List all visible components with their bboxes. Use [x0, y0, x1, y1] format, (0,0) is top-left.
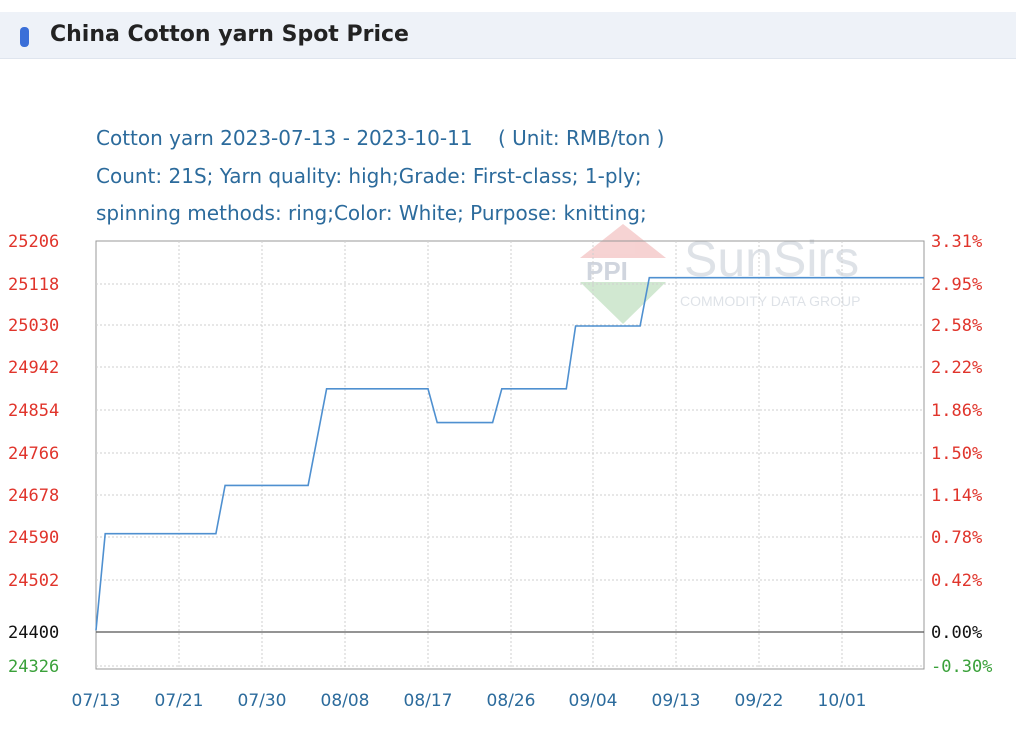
y-tick-label-left: 24854 [8, 401, 59, 421]
axis-labels: 25206 25118 25030 24942 24854 24766 24678 24590… [8, 232, 992, 711]
x-tick-label: 08/26 [487, 691, 536, 711]
y-tick-label-left: 24326 [8, 657, 59, 677]
y-tick-label-left: 24590 [8, 528, 59, 548]
y-tick-label-right: 1.50% [931, 444, 982, 464]
y-tick-label-left: 24678 [8, 486, 59, 506]
watermark-brand: SunSirs [684, 231, 859, 287]
x-tick-label: 08/17 [404, 691, 453, 711]
x-tick-label: 10/01 [818, 691, 867, 711]
y-tick-label-left: 24400 [8, 623, 59, 643]
y-tick-label-right: -0.30% [931, 657, 992, 677]
x-tick-label: 07/21 [155, 691, 204, 711]
y-tick-label-right: 3.31% [931, 232, 982, 252]
watermark-logo: PPI SunSirs COMMODITY DATA GROUP [580, 224, 860, 324]
y-tick-label-left: 24502 [8, 571, 59, 591]
y-tick-label-left: 24766 [8, 444, 59, 464]
y-tick-label-right: 1.14% [931, 486, 982, 506]
watermark-base [580, 282, 666, 324]
chart-subtitle-method: spinning methods: ring;Color: White; Pur… [96, 201, 647, 225]
x-tick-label: 07/30 [238, 691, 287, 711]
x-tick-label: 09/04 [569, 691, 618, 711]
grid-lines [95, 240, 925, 670]
y-tick-label-left: 25118 [8, 275, 59, 295]
x-tick-label: 09/22 [735, 691, 784, 711]
header-accent-bar [20, 27, 29, 47]
x-tick-label: 07/13 [72, 691, 121, 711]
y-tick-label-right: 2.95% [931, 275, 982, 295]
y-tick-label-left: 25030 [8, 316, 59, 336]
x-tick-label: 09/13 [652, 691, 701, 711]
y-tick-label-right: 2.58% [931, 316, 982, 336]
section-header: China Cotton yarn Spot Price [0, 12, 1016, 59]
watermark-ppi: PPI [586, 256, 628, 286]
chart-subtitle-spec: Count: 21S; Yarn quality: high;Grade: Fi… [96, 164, 642, 188]
x-tick-label: 08/08 [321, 691, 370, 711]
y-tick-label-left: 25206 [8, 232, 59, 252]
plot-frame [95, 240, 925, 670]
watermark-tagline: COMMODITY DATA GROUP [680, 293, 860, 309]
y-tick-label-right: 1.86% [931, 401, 982, 421]
page-title: China Cotton yarn Spot Price [50, 22, 409, 47]
y-tick-label-right: 0.00% [931, 623, 982, 643]
chart-title: Cotton yarn 2023-07-13 - 2023-10-11 ( Un… [96, 126, 665, 150]
series-layer [95, 276, 924, 631]
price-series-line [95, 276, 924, 631]
y-tick-label-right: 0.42% [931, 571, 982, 591]
y-tick-label-right: 2.22% [931, 358, 982, 378]
y-tick-label-right: 0.78% [931, 528, 982, 548]
y-tick-label-left: 24942 [8, 358, 59, 378]
